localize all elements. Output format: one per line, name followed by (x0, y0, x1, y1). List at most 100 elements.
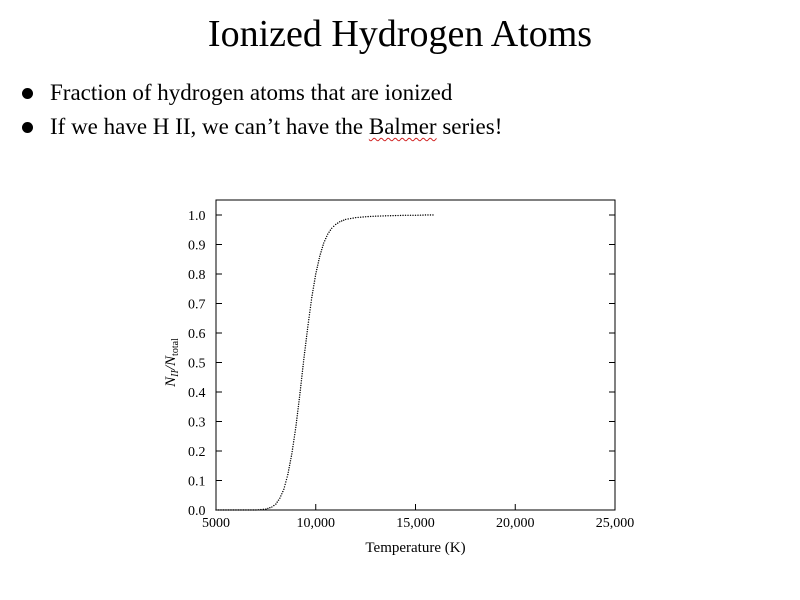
data-point (215, 509, 217, 511)
data-point (222, 509, 225, 511)
data-point (298, 396, 301, 398)
data-point (289, 460, 292, 462)
data-point (271, 506, 273, 508)
data-point (314, 278, 316, 280)
y-tick-label: 0.5 (188, 357, 206, 372)
data-point (262, 508, 265, 511)
data-point (280, 495, 282, 497)
data-point (308, 319, 310, 321)
data-point (313, 280, 316, 282)
data-point (285, 481, 287, 483)
data-point (309, 306, 312, 309)
data-point (305, 337, 308, 340)
data-point (291, 453, 293, 455)
data-point (304, 344, 307, 347)
data-point (287, 471, 289, 474)
data-point (319, 253, 322, 255)
data-point (311, 294, 313, 296)
data-point (301, 375, 303, 377)
data-point (379, 215, 382, 217)
data-point (309, 309, 311, 311)
y-label-sub1: II (170, 369, 181, 377)
data-point (295, 419, 298, 422)
data-point (317, 262, 319, 264)
data-point (317, 264, 319, 266)
data-point (309, 311, 311, 314)
data-point (310, 299, 313, 301)
data-point (313, 282, 315, 285)
data-point (283, 486, 286, 488)
data-point (409, 214, 412, 216)
data-point (303, 351, 306, 354)
data-point (269, 507, 271, 509)
data-point (349, 217, 352, 220)
x-tick-label: 20,000 (496, 516, 535, 531)
data-point (407, 214, 409, 216)
data-point (389, 215, 392, 217)
data-point (293, 438, 295, 441)
data-point (217, 509, 220, 511)
data-point (382, 215, 384, 217)
bullet-text: Fraction of hydrogen atoms that are ioni… (50, 80, 453, 105)
data-point (305, 342, 307, 345)
data-point (230, 509, 232, 511)
data-point (297, 403, 300, 405)
data-point (250, 509, 252, 511)
data-point (220, 509, 222, 511)
data-point (265, 508, 267, 510)
y-tick-label: 0.1 (188, 475, 206, 490)
data-point (286, 476, 288, 478)
data-point (306, 331, 308, 333)
data-point (369, 215, 372, 218)
data-point (298, 401, 300, 403)
data-point (273, 504, 275, 507)
data-point (296, 412, 299, 415)
data-point (377, 215, 379, 217)
data-point (331, 227, 333, 229)
data-point (310, 301, 312, 304)
data-point (290, 455, 293, 457)
data-point (362, 216, 364, 218)
data-point (255, 509, 257, 511)
data-point (429, 214, 432, 216)
data-point (354, 216, 357, 219)
data-point (302, 368, 304, 370)
data-point (327, 233, 329, 235)
data-point (347, 218, 349, 220)
y-axis-label: NII/Ntotal (163, 338, 181, 388)
bullet-icon (22, 88, 33, 99)
y-tick-label: 0.4 (188, 386, 206, 401)
y-label-main: N (163, 376, 179, 388)
data-point (402, 214, 404, 217)
bullet-text-after: series! (436, 114, 503, 139)
y-label-sub2: total (170, 338, 181, 356)
data-point (397, 214, 399, 217)
y-label-mid: /N (163, 355, 179, 371)
data-point (277, 499, 280, 501)
data-point (316, 266, 318, 269)
data-point (297, 405, 300, 408)
data-point (288, 464, 291, 467)
data-point (338, 221, 341, 223)
data-point (344, 218, 347, 221)
data-point (300, 380, 303, 382)
data-point (320, 251, 322, 253)
data-point (305, 340, 307, 342)
data-point (232, 509, 235, 511)
data-point (312, 287, 315, 289)
data-point (294, 433, 296, 436)
data-point (300, 384, 302, 387)
y-tick-label: 0.3 (188, 416, 206, 431)
data-point (322, 244, 324, 246)
data-point (306, 333, 308, 335)
data-point (374, 215, 377, 217)
misspelled-word[interactable]: Balmer (368, 114, 437, 139)
data-point (352, 217, 354, 219)
data-point (319, 255, 321, 257)
data-point (321, 246, 324, 249)
data-point (316, 268, 318, 271)
data-point (252, 509, 255, 511)
x-tick-label: 25,000 (596, 516, 635, 531)
data-point (394, 214, 397, 217)
data-point (303, 356, 305, 358)
